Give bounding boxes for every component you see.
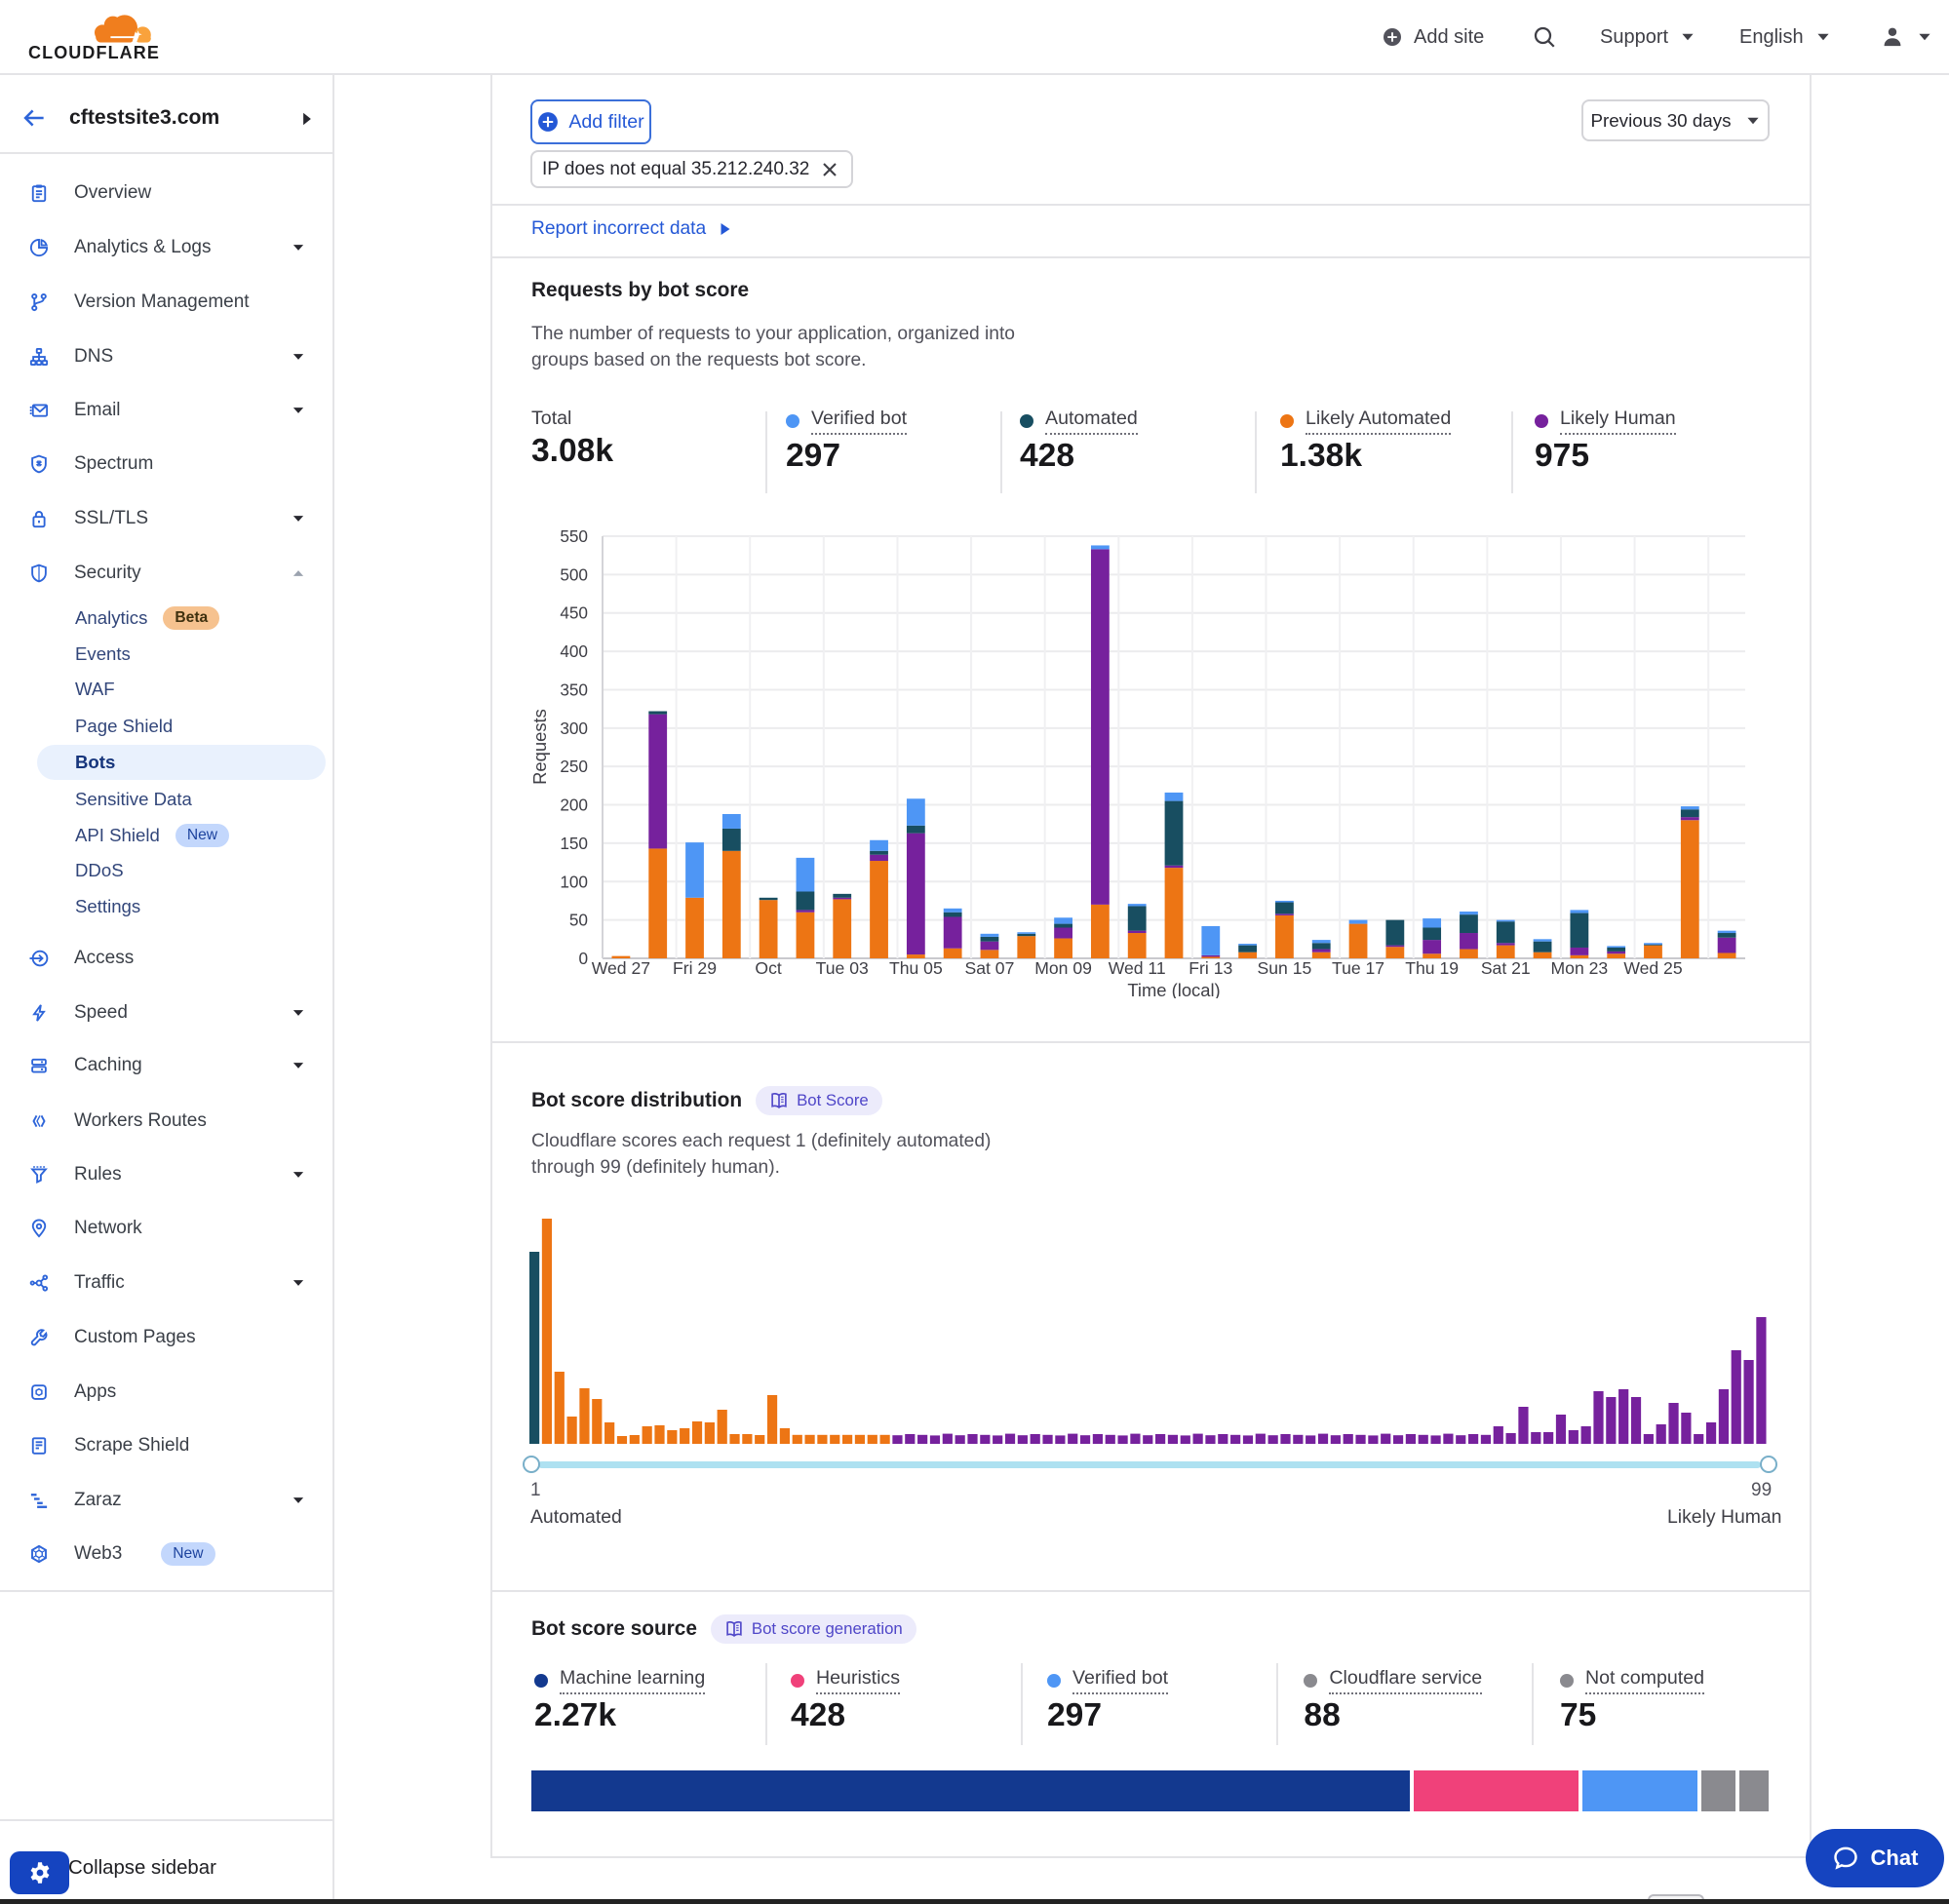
svg-text:350: 350 xyxy=(560,680,588,699)
svg-text:300: 300 xyxy=(560,719,588,738)
svg-text:Oct: Oct xyxy=(755,958,781,978)
svg-text:Wed 27: Wed 27 xyxy=(592,958,650,978)
svg-text:Thu 05: Thu 05 xyxy=(889,958,943,978)
svg-text:Sat 21: Sat 21 xyxy=(1481,958,1531,978)
svg-text:550: 550 xyxy=(560,526,588,546)
svg-text:Wed 11: Wed 11 xyxy=(1109,958,1166,978)
svg-text:250: 250 xyxy=(560,757,588,776)
svg-text:Tue 17: Tue 17 xyxy=(1332,958,1384,978)
svg-text:400: 400 xyxy=(560,641,588,661)
svg-text:Mon 23: Mon 23 xyxy=(1551,958,1609,978)
svg-text:Time (local): Time (local) xyxy=(1127,980,1220,998)
svg-text:Sat 07: Sat 07 xyxy=(965,958,1015,978)
svg-text:Fri 13: Fri 13 xyxy=(1189,958,1232,978)
svg-text:450: 450 xyxy=(560,603,588,623)
svg-text:Mon 09: Mon 09 xyxy=(1034,958,1092,978)
svg-text:Fri 29: Fri 29 xyxy=(673,958,717,978)
svg-text:500: 500 xyxy=(560,564,588,584)
svg-text:100: 100 xyxy=(560,872,588,891)
svg-text:150: 150 xyxy=(560,834,588,853)
svg-text:Tue 03: Tue 03 xyxy=(816,958,869,978)
svg-text:Thu 19: Thu 19 xyxy=(1405,958,1459,978)
svg-text:Sun 15: Sun 15 xyxy=(1258,958,1312,978)
svg-text:0: 0 xyxy=(578,949,588,968)
svg-text:50: 50 xyxy=(569,911,588,930)
svg-text:Wed 25: Wed 25 xyxy=(1623,958,1683,978)
svg-text:Requests: Requests xyxy=(529,709,550,785)
svg-text:200: 200 xyxy=(560,796,588,815)
